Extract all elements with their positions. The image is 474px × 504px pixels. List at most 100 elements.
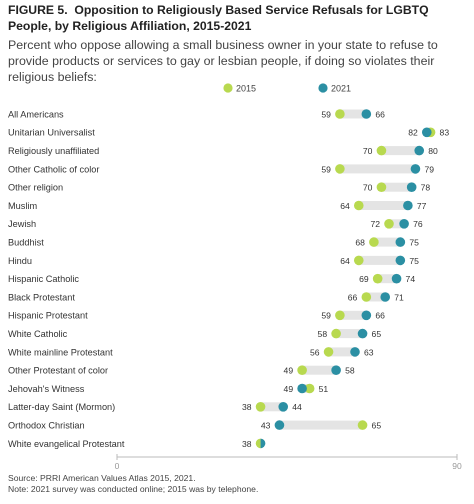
point-2015	[335, 164, 345, 174]
data-label: 65	[372, 329, 382, 339]
legend-label-2015: 2015	[236, 84, 256, 94]
chart-subtitle: Percent who oppose allowing a small busi…	[8, 38, 438, 84]
x-tick-label: 0	[115, 461, 120, 470]
point-2015	[323, 347, 334, 357]
range-bar	[339, 109, 367, 119]
category-label: Hindu	[8, 256, 32, 266]
category-label: Jewish	[8, 219, 36, 229]
point-2021	[380, 292, 391, 302]
data-label: 66	[375, 311, 385, 321]
point-2021	[331, 365, 341, 376]
category-label: Black Protestant	[8, 292, 75, 302]
data-label: 82	[408, 128, 418, 138]
range-bar	[260, 402, 284, 412]
range-bar	[358, 201, 408, 210]
range-bar	[366, 292, 386, 302]
data-label: 59	[321, 164, 331, 174]
point-2015	[353, 255, 364, 266]
category-label: Other religion	[8, 183, 63, 193]
category-label: Religiously unaffiliated	[8, 146, 99, 156]
data-label: 77	[417, 201, 427, 211]
legend-marker-2021	[318, 83, 328, 93]
data-label: 59	[321, 109, 331, 119]
category-label: Orthodox Christian	[8, 421, 85, 431]
data-label: 65	[372, 421, 382, 431]
range-bar	[279, 420, 363, 430]
point-2015	[369, 237, 379, 247]
data-label: 49	[284, 366, 294, 376]
category-label: Hispanic Protestant	[8, 311, 88, 321]
legend-marker-2015	[223, 83, 233, 93]
category-label: Other Catholic of color	[8, 164, 99, 174]
category-label: Muslim	[8, 201, 37, 211]
data-label: 74	[406, 274, 416, 284]
range-bar	[373, 237, 401, 247]
note-line: Note: 2021 survey was conducted online; …	[8, 484, 259, 494]
source-note: Source: PRRI American Values Atlas 2015,…	[8, 473, 258, 495]
point-2021	[350, 347, 360, 357]
category-label: Hispanic Catholic	[8, 274, 79, 284]
point-2021	[391, 273, 402, 284]
range-bar	[339, 164, 416, 174]
point-2021	[399, 219, 409, 229]
point-2021	[421, 127, 432, 138]
point-2015	[372, 273, 383, 284]
category-label: Other Protestant of color	[8, 366, 108, 376]
point-2021	[361, 310, 372, 321]
range-bar	[302, 365, 337, 375]
point-2021	[406, 182, 417, 192]
data-label: 80	[428, 146, 438, 156]
data-label: 43	[261, 421, 271, 431]
category-label: White mainline Protestant	[8, 347, 113, 357]
point-2021	[260, 438, 266, 449]
data-label: 75	[409, 238, 419, 248]
point-2021	[414, 145, 425, 156]
legend-label-2021: 2021	[331, 84, 351, 94]
point-2021	[403, 200, 413, 211]
data-label: 49	[284, 384, 294, 394]
point-2015	[335, 310, 345, 321]
point-2015	[255, 402, 266, 412]
data-label: 58	[345, 366, 355, 376]
data-label: 59	[321, 311, 331, 321]
figure-number: FIGURE 5.	[8, 3, 68, 17]
range-bar	[358, 255, 401, 265]
chart-title: FIGURE 5. Opposition to Religiously Base…	[8, 3, 466, 34]
point-2015	[361, 292, 372, 302]
data-label: 78	[421, 183, 431, 193]
data-label: 64	[340, 256, 350, 266]
category-label: Unitarian Universalist	[8, 128, 95, 138]
point-2015	[255, 438, 261, 449]
range-bar	[339, 310, 367, 320]
point-2021	[274, 420, 285, 430]
category-label: Buddhist	[8, 238, 44, 248]
data-label: 64	[340, 201, 350, 211]
point-2021	[410, 164, 421, 174]
point-2021	[395, 255, 406, 266]
range-bar	[381, 146, 420, 156]
point-2015	[384, 219, 394, 229]
point-2015	[331, 328, 341, 339]
data-label: 58	[318, 329, 328, 339]
x-tick-label: 90	[452, 461, 462, 470]
category-label: Latter-day Saint (Mormon)	[8, 402, 115, 412]
data-label: 70	[363, 183, 373, 193]
category-label: White Catholic	[8, 329, 68, 339]
data-label: 69	[359, 274, 369, 284]
range-bar	[381, 182, 412, 192]
data-label: 71	[394, 292, 404, 302]
data-label: 70	[363, 146, 373, 156]
point-2021	[395, 237, 406, 247]
range-bar	[377, 274, 397, 284]
data-label: 51	[319, 384, 329, 394]
data-label: 56	[310, 347, 320, 357]
chart-title-text: Opposition to Religiously Based Service …	[8, 3, 429, 33]
point-2021	[297, 383, 307, 394]
point-2015	[357, 420, 368, 430]
point-2015	[304, 383, 315, 394]
data-label: 63	[364, 347, 374, 357]
data-label: 79	[424, 164, 434, 174]
data-label: 38	[242, 439, 252, 449]
data-label: 68	[355, 238, 365, 248]
